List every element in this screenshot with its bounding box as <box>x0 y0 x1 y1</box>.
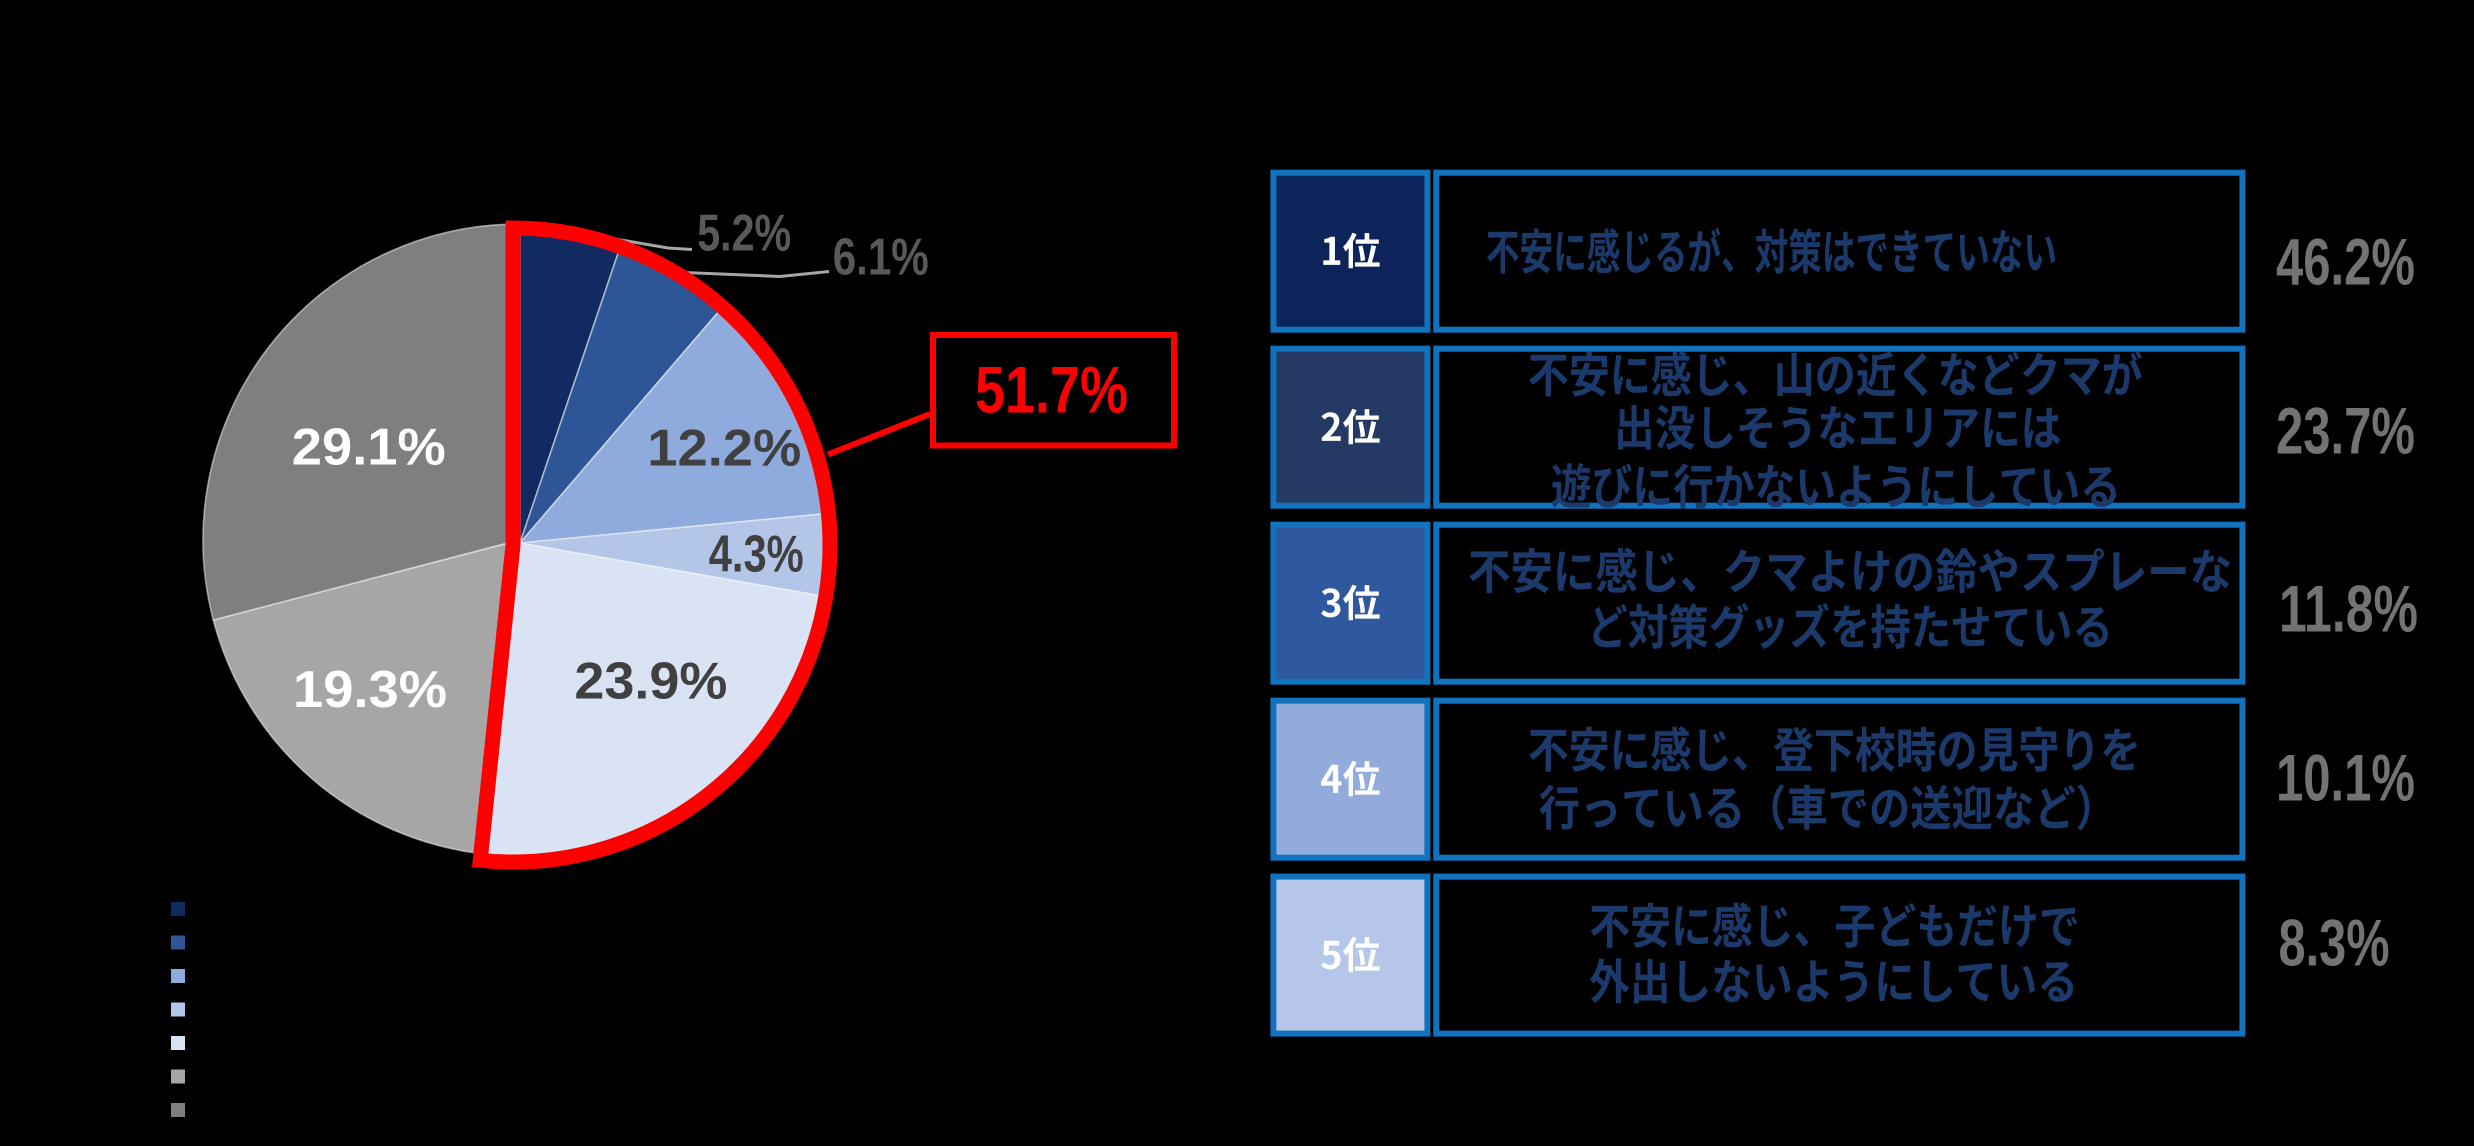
svg-text:11.8%: 11.8% <box>2279 572 2418 646</box>
svg-text:51.7%: 51.7% <box>975 352 1128 426</box>
svg-text:23.7%: 23.7% <box>2276 394 2415 468</box>
svg-text:23.9%: 23.9% <box>574 652 727 710</box>
svg-text:10.1%: 10.1% <box>2276 741 2415 815</box>
svg-text:46.2%: 46.2% <box>2276 225 2415 299</box>
svg-text:8.3%: 8.3% <box>2279 906 2390 980</box>
svg-text:6.1%: 6.1% <box>833 229 929 287</box>
svg-text:5.2%: 5.2% <box>697 205 791 263</box>
svg-text:29.1%: 29.1% <box>292 419 446 477</box>
svg-text:19.3%: 19.3% <box>293 661 447 719</box>
svg-text:4.3%: 4.3% <box>709 525 804 583</box>
svg-text:12.2%: 12.2% <box>647 420 801 478</box>
